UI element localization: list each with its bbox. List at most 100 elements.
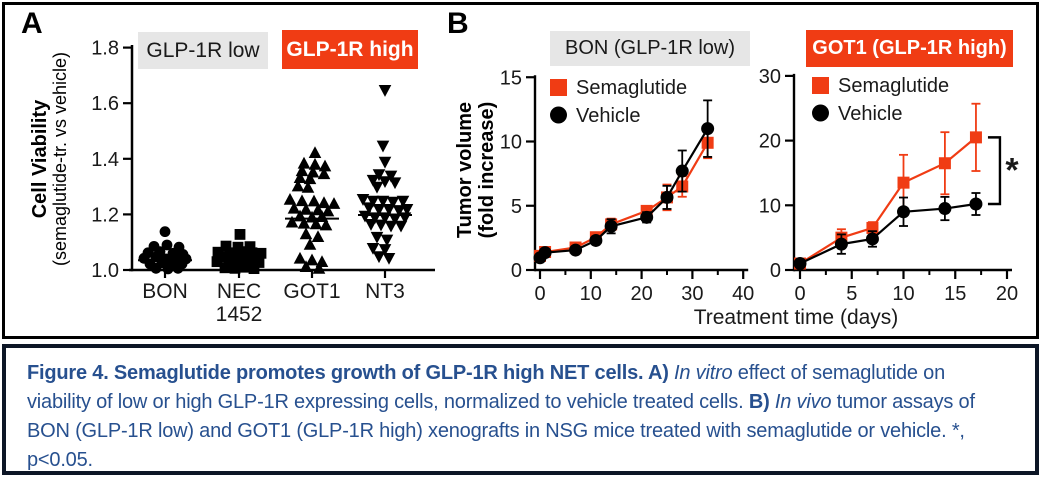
- legend-swatch-vehicle: [812, 104, 829, 122]
- data-point: [376, 195, 390, 208]
- data-point: [301, 180, 315, 193]
- y-tick-label: 1.8: [91, 38, 119, 60]
- data-point: [317, 167, 331, 180]
- data-point: [388, 177, 402, 190]
- x-tick-label: 15: [944, 283, 966, 305]
- y-tick-label: 0: [770, 260, 781, 282]
- data-point: [234, 229, 246, 240]
- glp1r-high-label: GLP-1R high: [282, 30, 418, 69]
- data-point: [382, 204, 396, 216]
- data-point: [319, 218, 333, 231]
- data-point: [303, 237, 317, 250]
- data-point: [172, 262, 184, 274]
- data-point: [969, 131, 982, 144]
- panel-a-y-axis-label: Cell Viability (semaglutide-tr. vs vehic…: [29, 24, 75, 294]
- y-tick-label: 15: [500, 67, 522, 89]
- y-tick-label: 0: [511, 260, 522, 282]
- data-point: [701, 122, 715, 136]
- data-point: [305, 253, 319, 266]
- data-point: [297, 156, 311, 169]
- caption-segment: Figure 4. Semaglutide promotes growth of…: [27, 362, 675, 384]
- x-tick-label: 0: [794, 283, 805, 305]
- y-tick-label: 10: [500, 132, 522, 154]
- significance-asterisk: *: [1005, 152, 1019, 190]
- panel-a-letter: A: [21, 7, 43, 40]
- data-point: [380, 234, 394, 247]
- legend-label-semaglutide: Semaglutide: [576, 77, 687, 99]
- data-point: [372, 251, 386, 264]
- data-point: [388, 213, 402, 226]
- series-line: [799, 136, 977, 265]
- data-point: [938, 157, 951, 170]
- data-point: [370, 231, 384, 244]
- significance-bracket: [987, 136, 1002, 206]
- data-point: [372, 204, 386, 216]
- data-point: [604, 219, 618, 233]
- data-point: [311, 230, 325, 242]
- panel-b-x-axis-label: Treatment time (days): [693, 306, 899, 329]
- panel-a-ylabel-line2: (semaglutide-tr. vs vehicle): [50, 51, 70, 267]
- data-point: [233, 257, 245, 269]
- figure-panel-container: 1.0 1.2 1.4 1.6 1.8 BON NEC 1452 GOT1 NT3 0 5 10 15 0 1…: [2, 2, 1039, 339]
- x-tick-label: 10: [580, 283, 602, 305]
- data-point: [299, 227, 313, 240]
- data-point: [938, 202, 952, 216]
- data-point: [378, 176, 392, 189]
- data-point: [327, 197, 341, 209]
- data-point: [312, 261, 326, 274]
- data-point: [285, 215, 299, 228]
- x-tick-label: 40: [732, 283, 754, 305]
- data-point: [253, 257, 265, 268]
- glp1r-low-label: GLP-1R low: [138, 32, 268, 69]
- data-point: [283, 192, 297, 205]
- data-point: [291, 179, 305, 192]
- data-point: [248, 263, 260, 275]
- legend-swatch-semaglutide: [812, 77, 829, 94]
- data-point: [394, 220, 408, 233]
- data-point: [897, 176, 910, 189]
- data-point: [293, 171, 307, 184]
- data-point: [793, 257, 807, 271]
- data-point: [307, 194, 321, 207]
- data-point: [309, 217, 323, 230]
- data-point: [162, 263, 174, 275]
- data-point: [159, 226, 171, 238]
- data-point: [356, 194, 370, 206]
- caption-box: Figure 4. Semaglutide promotes growth of…: [2, 344, 1039, 475]
- data-point: [308, 146, 322, 159]
- data-point: [589, 233, 603, 247]
- data-point: [538, 246, 552, 260]
- data-point: [219, 262, 231, 274]
- data-point: [660, 190, 674, 204]
- legend-label-vehicle: Vehicle: [838, 103, 903, 125]
- data-point: [211, 256, 223, 268]
- data-point: [318, 159, 332, 172]
- legend-label-semaglutide: Semaglutide: [838, 75, 949, 97]
- data-point: [378, 85, 392, 97]
- data-point: [396, 195, 410, 208]
- y-tick-label: 1.2: [91, 204, 119, 226]
- data-point: [384, 220, 398, 233]
- panel-b-got1-chart: 0 10 20 30 0 5 10 15 20 Semaglutide Vehicle *: [759, 66, 1020, 305]
- x-tick-label: 5: [846, 283, 857, 305]
- data-point: [303, 172, 317, 185]
- legend-swatch-semaglutide: [550, 79, 567, 96]
- data-point: [376, 140, 390, 153]
- data-point: [640, 210, 654, 224]
- data-point: [675, 164, 689, 178]
- x-tick-label: 20: [996, 283, 1018, 305]
- data-point: [834, 237, 848, 251]
- figure-caption: Figure 4. Semaglutide promotes growth of…: [27, 359, 1013, 475]
- category-label: 1452: [216, 303, 263, 326]
- data-point: [293, 251, 307, 264]
- data-point: [366, 195, 380, 208]
- panel-b-ylabel-line1: Tumor volume: [454, 101, 476, 239]
- x-tick-label: 30: [681, 283, 703, 305]
- data-point: [299, 202, 313, 215]
- data-point: [244, 241, 256, 253]
- data-point: [400, 204, 414, 216]
- data-point: [362, 202, 376, 215]
